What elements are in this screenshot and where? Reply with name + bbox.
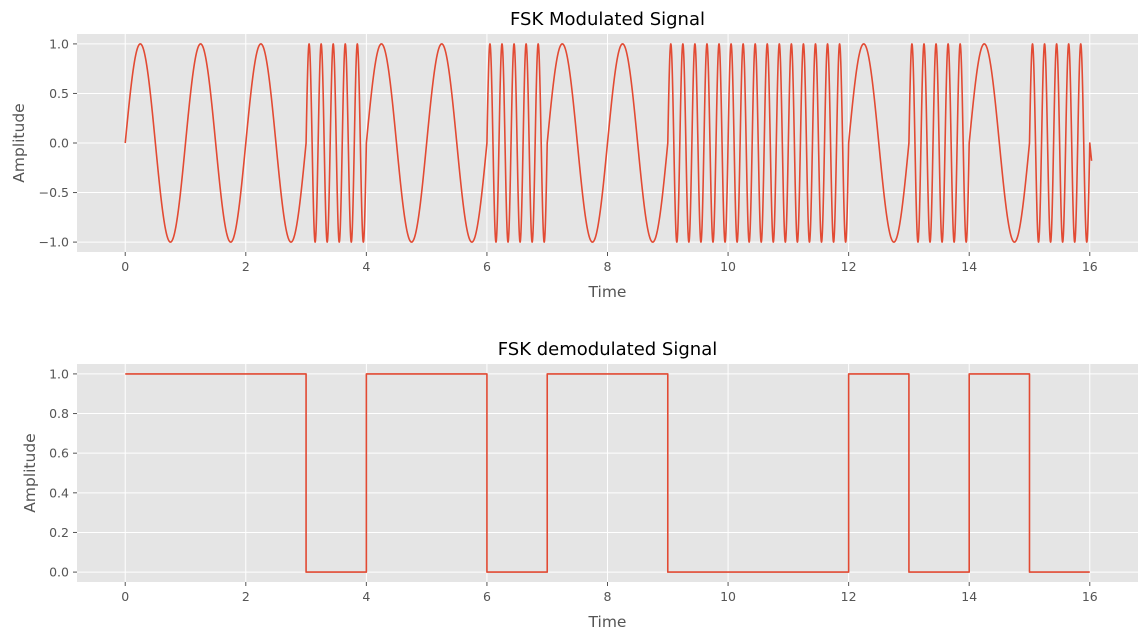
modulated-series (124, 43, 1093, 243)
demodulated-ylabel: Amplitude (21, 433, 39, 512)
modulated-y-tick-label: 0.0 (49, 136, 69, 151)
modulated-x-tick-label: 2 (242, 259, 250, 274)
demodulated-x-tick-label: 10 (720, 589, 736, 604)
modulated-y-tick-label: −0.5 (39, 185, 69, 200)
demodulated-y-tick-label: 1.0 (49, 366, 69, 381)
demodulated-x-tick-label: 0 (121, 589, 129, 604)
demodulated-x-tick-label: 4 (362, 589, 370, 604)
demodulated-ticks: 0 2 4 6 8 10 12 14 16 0.0 0.2 0.4 0.6 0.8 1.0 (49, 366, 1098, 604)
demodulated-x-tick-label: 16 (1082, 589, 1098, 604)
demodulated-x-tick-label: 6 (483, 589, 491, 604)
demodulated-y-tick-label: 0.8 (49, 406, 69, 421)
modulated-x-tick-label: 16 (1082, 259, 1098, 274)
modulated-ylabel: Amplitude (10, 103, 28, 182)
modulated-y-tick-label: −1.0 (39, 235, 69, 250)
modulated-x-tick-label: 0 (121, 259, 129, 274)
demodulated-xlabel: Time (588, 613, 627, 631)
modulated-ticks: 0 2 4 6 8 10 12 14 16 −1.0 −0.5 0.0 0.5 1.0 (39, 36, 1098, 274)
modulated-x-tick-label: 10 (720, 259, 736, 274)
modulated-x-tick-label: 8 (604, 259, 612, 274)
demodulated-subplot: 0 2 4 6 8 10 12 14 16 0.0 0.2 0.4 0.6 0.8 1.0 FSK demo… (21, 339, 1138, 631)
demodulated-x-tick-label: 8 (604, 589, 612, 604)
modulated-y-tick-label: 1.0 (49, 36, 69, 51)
modulated-x-tick-label: 14 (961, 259, 977, 274)
demodulated-y-tick-label: 0.4 (49, 485, 69, 500)
modulated-grid (77, 34, 1138, 252)
modulated-title: FSK Modulated Signal (510, 9, 705, 30)
modulated-x-tick-label: 12 (841, 259, 857, 274)
demodulated-series (125, 373, 1090, 573)
demodulated-y-tick-label: 0.2 (49, 525, 69, 540)
demodulated-x-tick-label: 14 (961, 589, 977, 604)
modulated-y-tick-label: 0.5 (49, 86, 69, 101)
modulated-signal-line (124, 43, 1093, 243)
demodulated-signal-line (125, 373, 1090, 573)
demodulated-x-tick-label: 12 (841, 589, 857, 604)
modulated-x-tick-label: 6 (483, 259, 491, 274)
demodulated-y-tick-label: 0.0 (49, 565, 69, 580)
modulated-subplot: 0 2 4 6 8 10 12 14 16 −1.0 −0.5 0.0 0.5 1.0 FSK Modul… (10, 9, 1138, 301)
demodulated-y-tick-label: 0.6 (49, 446, 69, 461)
demodulated-title: FSK demodulated Signal (498, 339, 717, 360)
demodulated-x-tick-label: 2 (242, 589, 250, 604)
modulated-x-tick-label: 4 (362, 259, 370, 274)
modulated-xlabel: Time (588, 283, 627, 301)
